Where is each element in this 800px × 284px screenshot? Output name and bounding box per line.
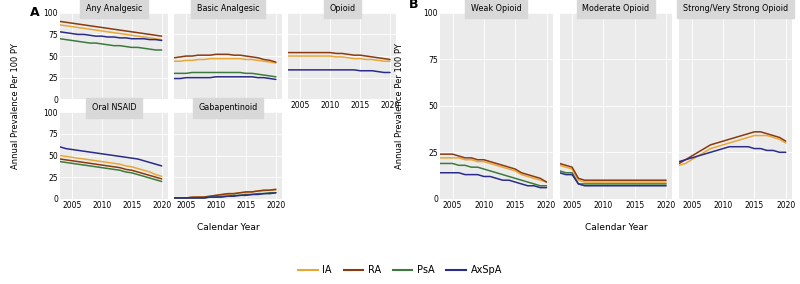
Title: Basic Analgesic: Basic Analgesic [197, 4, 259, 13]
Legend: IA, RA, PsA, AxSpA: IA, RA, PsA, AxSpA [294, 261, 506, 279]
Text: Calendar Year: Calendar Year [197, 223, 259, 232]
Text: Annual Prevalence Per 100 PY: Annual Prevalence Per 100 PY [11, 43, 21, 169]
Title: Weak Opioid: Weak Opioid [471, 4, 522, 13]
Text: Annual Prevalence Per 100 PY: Annual Prevalence Per 100 PY [395, 43, 405, 169]
Text: Calendar Year: Calendar Year [585, 223, 647, 232]
Text: A: A [30, 6, 39, 19]
Title: Moderate Opioid: Moderate Opioid [582, 4, 650, 13]
Title: Oral NSAID: Oral NSAID [91, 103, 136, 112]
Text: B: B [409, 0, 418, 11]
Title: Strong/Very Strong Opioid: Strong/Very Strong Opioid [683, 4, 788, 13]
Title: Any Analgesic: Any Analgesic [86, 4, 142, 13]
Title: Gabapentinoid: Gabapentinoid [198, 103, 258, 112]
Title: Opioid: Opioid [329, 4, 355, 13]
